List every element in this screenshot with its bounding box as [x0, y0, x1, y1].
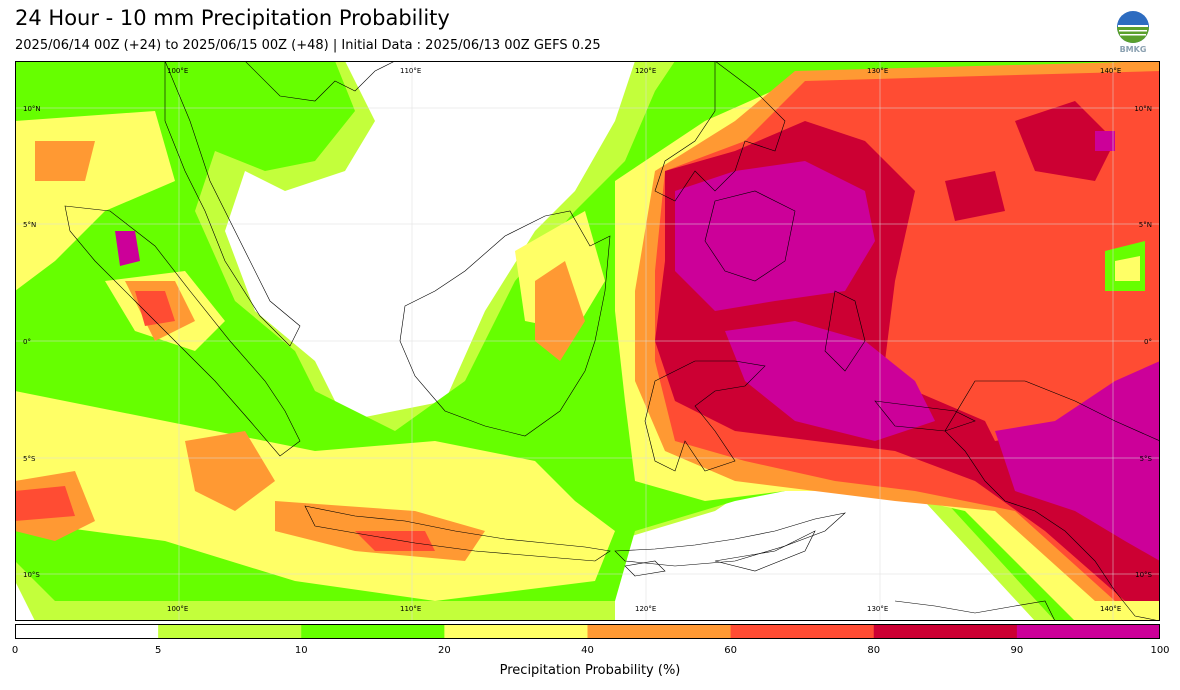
axis-labels: 100°E 110°E 120°E 130°E 140°E 100°E 110°…	[23, 67, 1153, 613]
philippines-coastline	[654, 61, 786, 202]
bmkg-logo-icon	[1117, 11, 1149, 43]
colorbar-segment	[301, 624, 445, 639]
colorbar-tick-label: 90	[1010, 645, 1024, 656]
lat-label-left: 5°S	[23, 455, 36, 463]
colorbar-segment	[158, 624, 302, 639]
lat-label-left: 5°N	[23, 221, 36, 229]
colorbar-segment	[873, 624, 1018, 639]
map-subtitle: 2025/06/14 00Z (+24) to 2025/06/15 00Z (…	[15, 38, 601, 53]
malay-peninsula-coastline	[164, 61, 301, 347]
colorbar-tick-label: 40	[581, 645, 594, 656]
colorbar-tick-label: 80	[867, 645, 881, 656]
lon-label-top: 140°E	[1100, 67, 1121, 75]
lon-label-top: 130°E	[867, 67, 888, 75]
colorbar-tick-label: 0	[11, 645, 19, 656]
logo-text: BMKG	[1119, 45, 1147, 54]
lat-label-right: 5°N	[1139, 221, 1152, 229]
lat-label-left: 0°	[23, 338, 31, 346]
colorbar-segment	[15, 624, 159, 639]
lon-label-bottom: 100°E	[167, 605, 188, 613]
graticule	[15, 61, 1160, 621]
lat-label-right: 5°S	[1140, 455, 1153, 463]
colorbar-tick-label: 100	[1150, 645, 1170, 656]
colorbar-title: Precipitation Probability (%)	[499, 663, 681, 678]
precipitation-map: 100°E 110°E 120°E 130°E 140°E 100°E 110°…	[15, 61, 1160, 621]
java-coastline	[304, 505, 611, 562]
colorbar-frame	[15, 624, 1160, 639]
lon-label-bottom: 140°E	[1100, 605, 1121, 613]
colorbar-segment	[444, 624, 588, 639]
australia-coastline	[894, 600, 1056, 621]
lon-label-top: 120°E	[635, 67, 656, 75]
lesser-sunda-coastline	[614, 512, 847, 567]
lon-label-bottom: 120°E	[635, 605, 656, 613]
lat-label-left: 10°N	[23, 105, 41, 113]
borneo-coastline	[399, 210, 611, 437]
colorbar-tick-label: 60	[724, 645, 737, 656]
lat-label-right: 10°N	[1134, 105, 1152, 113]
colorbar-segment	[587, 624, 732, 639]
coastlines	[64, 61, 1160, 621]
map-title: 24 Hour - 10 mm Precipitation Probabilit…	[15, 6, 450, 30]
new-guinea-coastline	[944, 380, 1160, 621]
colorbar	[15, 624, 1160, 639]
colorbar-segment	[1016, 624, 1160, 639]
lat-label-left: 10°S	[23, 571, 40, 579]
lat-label-right: 0°	[1144, 338, 1152, 346]
colorbar-tick-label: 10	[294, 645, 308, 656]
lon-label-top: 100°E	[167, 67, 188, 75]
lon-label-bottom: 110°E	[400, 605, 421, 613]
colorbar-tick-label: 5	[154, 645, 162, 656]
probability-field	[15, 61, 1160, 621]
lon-label-bottom: 130°E	[867, 605, 888, 613]
lon-label-top: 110°E	[400, 67, 421, 75]
lat-label-right: 10°S	[1135, 571, 1152, 579]
sumatra-coastline	[64, 205, 301, 457]
colorbar-segment	[730, 624, 875, 639]
indochina-coastline	[244, 61, 396, 102]
sulawesi-coastline	[644, 360, 766, 472]
colorbar-tick-label: 20	[438, 645, 451, 656]
map-frame	[15, 61, 1160, 621]
maluku-coastline	[824, 290, 866, 372]
